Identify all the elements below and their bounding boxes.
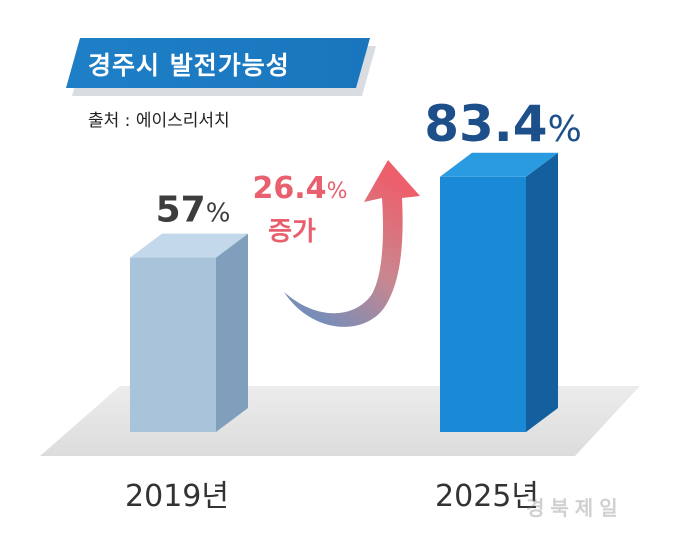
title-banner (66, 38, 376, 96)
bar-side (216, 233, 248, 432)
category-label-1: 2025년 (435, 479, 539, 514)
watermark-text: 경북제일 (526, 496, 624, 520)
annotation-unit: % (327, 179, 348, 204)
bars-layer (130, 152, 558, 432)
value-label-0: 57% (156, 190, 231, 231)
value-number: 83.4 (424, 95, 547, 153)
category-label-0: 2019년 (125, 479, 229, 514)
value-unit: % (206, 199, 231, 229)
growth-arrow (284, 160, 420, 327)
bar-top (130, 233, 248, 258)
source-note: 출처 : 에이스리서치 (88, 111, 230, 131)
bar-1 (440, 152, 558, 432)
value-unit: % (548, 109, 582, 150)
annotation-value: 26.4% (253, 171, 348, 206)
annotation-label: 증가 (268, 217, 316, 247)
annotation-number: 26.4 (253, 171, 327, 206)
value-label-1: 83.4% (424, 95, 582, 153)
chart-title: 경주시 발전가능성 (88, 51, 290, 80)
labels-layer: 57% 2019년 83.4% 2025년 26.4% 증가 (125, 95, 582, 514)
bar-0 (130, 233, 248, 432)
bar-front (440, 176, 526, 432)
bar-side (526, 152, 558, 432)
bar-top (440, 152, 558, 177)
bar-front (130, 257, 216, 432)
value-number: 57 (156, 190, 206, 231)
